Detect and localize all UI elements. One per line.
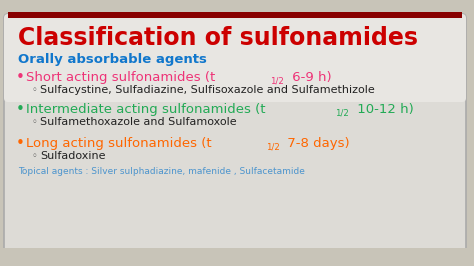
Text: Long acting sulfonamides (t: Long acting sulfonamides (t [26, 138, 211, 151]
Text: 7-8 days): 7-8 days) [283, 138, 350, 151]
Text: Sulfadoxine: Sulfadoxine [40, 151, 106, 161]
Text: 6-9 h): 6-9 h) [288, 72, 332, 85]
Text: Short acting sulfonamides (t: Short acting sulfonamides (t [26, 72, 215, 85]
Bar [8, 12, 462, 18]
Text: •: • [16, 102, 25, 118]
FancyBboxPatch shape [4, 14, 466, 262]
Text: Intermediate acting sulfonamides (t: Intermediate acting sulfonamides (t [26, 103, 265, 117]
Text: •: • [16, 70, 25, 85]
Text: Orally absorbable agents: Orally absorbable agents [18, 52, 207, 65]
Text: ◦: ◦ [32, 151, 38, 161]
Text: Sulfamethoxazole and Sulfamoxole: Sulfamethoxazole and Sulfamoxole [40, 117, 237, 127]
Text: Sulfacystine, Sulfadiazine, Sulfisoxazole and Sulfamethizole: Sulfacystine, Sulfadiazine, Sulfisoxazol… [40, 85, 375, 95]
Text: Topical agents : Silver sulphadiazine, mafenide , Sulfacetamide: Topical agents : Silver sulphadiazine, m… [18, 168, 305, 177]
Text: ◦: ◦ [32, 85, 38, 95]
Text: ◦: ◦ [32, 117, 38, 127]
FancyBboxPatch shape [4, 14, 466, 102]
Text: 1/2: 1/2 [335, 109, 349, 118]
Text: 10-12 h): 10-12 h) [353, 103, 414, 117]
Bar [0, 248, 474, 266]
Text: Classification of sulfonamides: Classification of sulfonamides [18, 26, 418, 50]
Text: •: • [16, 136, 25, 152]
Text: 1/2: 1/2 [265, 143, 279, 152]
Text: 1/2: 1/2 [270, 77, 284, 85]
